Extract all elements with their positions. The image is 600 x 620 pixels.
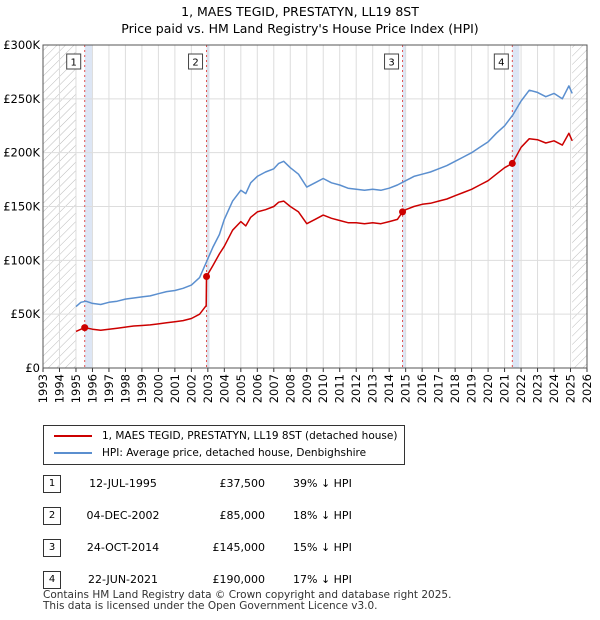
x-tick-label: 1993 <box>36 374 50 403</box>
table-row: 3 24-OCT-2014 £145,000 15% ↓ HPI <box>43 539 423 559</box>
sale-price: £190,000 <box>212 573 266 586</box>
x-tick-label: 2024 <box>547 374 561 403</box>
sale-label-box <box>384 53 400 70</box>
sale-date: 24-OCT-2014 <box>86 541 160 554</box>
table-row: 1 12-JUL-1995 £37,500 39% ↓ HPI <box>43 475 423 495</box>
y-tick-label: £300K <box>3 38 40 52</box>
sale-price: £37,500 <box>219 477 266 490</box>
footer-copyright: Contains HM Land Registry data © Crown c… <box>43 589 452 601</box>
y-tick-label: £0 <box>25 361 40 375</box>
sale-hpi-diff: 15% ↓ HPI <box>293 541 352 554</box>
legend-swatch-hpi <box>54 452 92 454</box>
x-tick-label: 2007 <box>267 374 281 403</box>
x-tick-label: 2010 <box>316 374 330 403</box>
sale-point <box>399 208 407 216</box>
x-tick-label: 1994 <box>52 374 66 403</box>
x-tick-label: 2012 <box>349 374 363 403</box>
footer: Contains HM Land Registry data © Crown c… <box>43 590 451 612</box>
series-line <box>75 132 573 333</box>
x-tick-label: 1996 <box>85 374 99 403</box>
legend-item-property: 1, MAES TEGID, PRESTATYN, LL19 8ST (deta… <box>54 428 397 444</box>
sale-label: 3 <box>388 58 394 69</box>
y-tick-label: £200K <box>3 146 40 160</box>
x-tick-label: 2018 <box>448 374 462 403</box>
sale-number-badge: 2 <box>43 507 61 525</box>
x-tick-label: 2000 <box>151 374 165 403</box>
x-tick-label: 2013 <box>366 374 380 403</box>
sale-hpi-diff: 17% ↓ HPI <box>293 573 352 586</box>
sale-label: 1 <box>71 58 77 69</box>
sale-date: 22-JUN-2021 <box>87 573 159 586</box>
y-tick-label: £150K <box>3 200 40 214</box>
x-tick-label: 2017 <box>432 374 446 403</box>
sale-label-box <box>493 53 509 70</box>
y-tick-label: £250K <box>3 92 40 106</box>
x-tick-label: 2004 <box>217 374 231 403</box>
x-tick-label: 2001 <box>168 374 182 403</box>
x-tick-label: 2015 <box>399 374 413 403</box>
x-tick-label: 2025 <box>564 374 578 403</box>
x-tick-label: 2009 <box>300 374 314 403</box>
sale-number-badge: 1 <box>43 475 61 493</box>
x-tick-label: 1995 <box>69 374 83 403</box>
sale-point <box>203 272 211 280</box>
sale-date: 12-JUL-1995 <box>89 477 157 490</box>
x-tick-label: 2016 <box>415 374 429 403</box>
x-tick-label: 1997 <box>102 374 116 403</box>
x-tick-label: 2026 <box>580 374 594 403</box>
x-tick-label: 2022 <box>514 374 528 403</box>
footer-licence: This data is licensed under the Open Gov… <box>43 600 378 612</box>
x-tick-label: 1999 <box>135 374 149 403</box>
x-tick-label: 2014 <box>382 374 396 403</box>
x-tick-label: 2002 <box>184 374 198 403</box>
x-tick-label: 2023 <box>531 374 545 403</box>
sale-number-badge: 4 <box>43 571 61 589</box>
x-tick-label: 2005 <box>234 374 248 403</box>
sale-point <box>508 159 516 167</box>
sale-price: £145,000 <box>212 541 266 554</box>
legend: 1, MAES TEGID, PRESTATYN, LL19 8ST (deta… <box>43 425 405 465</box>
sale-label-box <box>188 53 204 70</box>
x-tick-label: 2008 <box>283 374 297 403</box>
x-tick-label: 1998 <box>118 374 132 403</box>
y-tick-label: £100K <box>3 253 40 267</box>
sale-point <box>81 324 89 332</box>
sale-hpi-diff: 39% ↓ HPI <box>293 477 352 490</box>
table-row: 2 04-DEC-2002 £85,000 18% ↓ HPI <box>43 507 423 527</box>
legend-label-property: 1, MAES TEGID, PRESTATYN, LL19 8ST (deta… <box>102 430 398 442</box>
x-tick-label: 2021 <box>498 374 512 403</box>
x-tick-label: 2020 <box>481 374 495 403</box>
plot-border <box>42 44 588 369</box>
x-tick-label: 2003 <box>201 374 215 403</box>
legend-label-hpi: HPI: Average price, detached house, Denb… <box>102 447 367 459</box>
sale-hpi-diff: 18% ↓ HPI <box>293 509 352 522</box>
sale-label-box <box>66 53 82 70</box>
sale-date: 04-DEC-2002 <box>86 509 160 522</box>
x-tick-label: 2019 <box>465 374 479 403</box>
chart-plot: 1 2 3 4 £0 £50K £100K £150K £200K £250K £300K 1993… <box>3 38 594 403</box>
table-row: 4 22-JUN-2021 £190,000 17% ↓ HPI <box>43 571 423 591</box>
series-line <box>75 85 573 308</box>
x-tick-label: 2006 <box>250 374 264 403</box>
sale-number-badge: 3 <box>43 539 61 557</box>
legend-item-hpi: HPI: Average price, detached house, Denb… <box>54 445 366 461</box>
sale-price: £85,000 <box>219 509 266 522</box>
chart-subtitle: Price paid vs. HM Land Registry's House … <box>121 21 479 36</box>
sale-label: 4 <box>498 58 504 69</box>
chart-title: 1, MAES TEGID, PRESTATYN, LL19 8ST <box>181 4 419 19</box>
x-tick-label: 2011 <box>333 374 347 403</box>
y-tick-label: £50K <box>11 307 41 321</box>
sale-label: 2 <box>192 58 198 69</box>
legend-swatch-property <box>54 435 92 437</box>
